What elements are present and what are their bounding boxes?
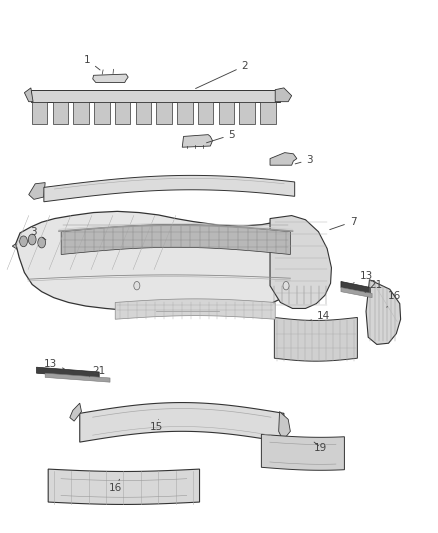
Polygon shape [80, 402, 284, 442]
Polygon shape [182, 135, 212, 147]
Circle shape [38, 237, 46, 248]
Polygon shape [12, 239, 54, 257]
Polygon shape [73, 102, 89, 124]
Polygon shape [341, 281, 371, 294]
Polygon shape [219, 102, 234, 124]
Text: 3: 3 [295, 155, 313, 165]
Polygon shape [29, 183, 45, 199]
Polygon shape [36, 367, 99, 378]
Polygon shape [156, 102, 172, 124]
Polygon shape [198, 102, 213, 124]
Polygon shape [32, 102, 47, 124]
Polygon shape [94, 102, 110, 124]
Circle shape [134, 281, 140, 290]
Text: 21: 21 [365, 280, 383, 292]
Polygon shape [31, 90, 279, 102]
Text: 13: 13 [44, 359, 64, 369]
Polygon shape [177, 102, 193, 124]
Circle shape [283, 281, 289, 290]
Text: 7: 7 [330, 216, 357, 230]
Polygon shape [135, 102, 151, 124]
Polygon shape [25, 88, 33, 102]
Polygon shape [274, 318, 357, 361]
Text: 16: 16 [387, 292, 401, 307]
Polygon shape [70, 403, 81, 421]
Text: 3: 3 [31, 227, 46, 240]
Polygon shape [115, 299, 275, 319]
Text: 13: 13 [353, 271, 373, 283]
Polygon shape [16, 212, 306, 312]
Polygon shape [61, 224, 290, 255]
Polygon shape [341, 287, 372, 297]
Polygon shape [279, 411, 290, 440]
Polygon shape [44, 175, 295, 202]
Polygon shape [270, 215, 332, 309]
Text: 5: 5 [206, 130, 235, 143]
Text: 16: 16 [109, 479, 122, 493]
Text: 2: 2 [196, 61, 248, 88]
Polygon shape [45, 373, 110, 382]
Text: 19: 19 [314, 442, 327, 453]
Text: 15: 15 [150, 419, 163, 432]
Text: 21: 21 [89, 366, 106, 377]
Polygon shape [261, 434, 344, 470]
Text: 14: 14 [310, 311, 330, 321]
Polygon shape [53, 102, 68, 124]
Circle shape [28, 234, 36, 245]
Circle shape [20, 236, 28, 247]
Polygon shape [115, 102, 131, 124]
Polygon shape [275, 88, 292, 102]
Polygon shape [93, 74, 128, 83]
Polygon shape [366, 280, 401, 344]
Polygon shape [239, 102, 255, 124]
Text: 1: 1 [84, 55, 100, 70]
Polygon shape [260, 102, 276, 124]
Polygon shape [48, 469, 200, 504]
Polygon shape [270, 152, 297, 165]
